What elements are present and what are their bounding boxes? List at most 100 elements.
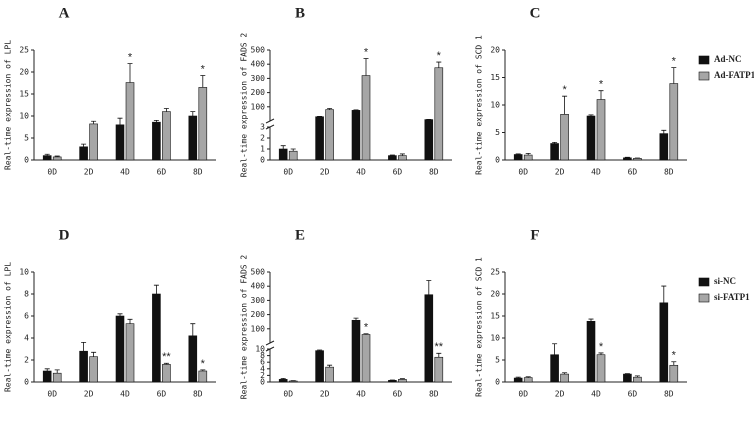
significance-mark: * [437, 50, 442, 62]
error-bar [117, 117, 123, 125]
y-tick-label: 2 [260, 371, 265, 380]
panel: B Real-time expression of FADS 2 0 1 2 3 100 20… [240, 5, 452, 177]
bar [550, 354, 559, 383]
y-tick-label: 5 [495, 128, 500, 137]
bar [424, 119, 434, 161]
bar [523, 377, 533, 383]
error-bar [190, 323, 196, 336]
y-tick-label: 10 [255, 345, 265, 354]
x-tick-label: 4D [356, 390, 366, 399]
error-bar [327, 364, 333, 368]
error-bar [515, 376, 521, 379]
bar [550, 143, 559, 161]
x-tick-label: 8D [429, 390, 439, 399]
bar [325, 109, 334, 161]
error-bar [163, 362, 169, 365]
error-bar [525, 153, 531, 156]
y-tick-label: 8 [260, 351, 265, 360]
x-tick-label: 2D [555, 168, 565, 177]
bar [388, 380, 397, 383]
bar [623, 157, 632, 161]
bar [125, 323, 135, 383]
error-bar [562, 372, 568, 375]
bar [162, 364, 171, 383]
error-bar [280, 377, 286, 380]
error-bar [399, 153, 405, 156]
error-bar [200, 369, 206, 371]
y-tick-label: 4 [24, 334, 29, 343]
bar [623, 373, 632, 383]
y-tick-label: 15 [490, 312, 500, 321]
bar [325, 366, 334, 383]
x-tick-label: 2D [84, 168, 94, 177]
y-axis-label: Real-time expression of SCD 1 [475, 257, 484, 397]
significance-mark: ** [435, 341, 444, 353]
x-tick-label: 6D [628, 390, 638, 399]
y-tick-label: 25 [490, 268, 500, 277]
panel: D Real-time expression of LPL 0 2 4 6 8 10 0D 2D 4… [4, 227, 216, 399]
y-tick-label: 0 [24, 156, 29, 165]
error-bar [54, 155, 60, 157]
bar [315, 116, 324, 161]
y-tick-label: 2 [24, 356, 29, 365]
error-bar [353, 317, 359, 321]
x-tick-label: 6D [393, 168, 403, 177]
panel: A Real-time expression of LPL 0 5 10 15 20 25 0D… [4, 5, 216, 177]
bar [42, 370, 52, 383]
error-bar [54, 369, 60, 374]
error-bar [81, 342, 87, 352]
error-bar [598, 90, 604, 100]
legend-swatch [698, 293, 710, 303]
x-tick-label: 0D [283, 390, 293, 399]
bar [513, 154, 523, 161]
significance-mark: * [201, 63, 206, 75]
y-tick-label: 20 [490, 46, 500, 55]
significance-mark: * [599, 79, 604, 91]
y-tick-label: 200 [251, 88, 266, 97]
legend-label: Ad-FATP1 [714, 70, 754, 80]
bar [513, 377, 523, 383]
y-tick-label: 100 [251, 102, 266, 111]
bar [434, 356, 444, 383]
panel-title: E [295, 227, 305, 243]
legend-label: si-FATP1 [714, 292, 750, 302]
error-bar [91, 120, 97, 124]
error-bar [436, 352, 442, 358]
bar [162, 111, 171, 161]
x-tick-label: 6D [157, 390, 167, 399]
x-tick-label: 2D [555, 390, 565, 399]
error-bar [200, 75, 206, 88]
y-tick-label: 100 [251, 324, 266, 333]
x-tick-label: 0D [47, 390, 57, 399]
bar [586, 320, 596, 383]
bar [198, 370, 208, 383]
x-tick-label: 6D [393, 390, 403, 399]
error-bar [525, 376, 531, 378]
significance-mark: * [562, 84, 567, 96]
error-bar [290, 148, 296, 152]
legend-swatch [698, 71, 710, 81]
bar [424, 294, 434, 383]
bar [398, 155, 407, 161]
bar [115, 124, 125, 161]
bar [351, 110, 361, 161]
y-tick-label: 400 [251, 282, 266, 291]
y-tick-label: 6 [260, 358, 265, 367]
bar [278, 148, 288, 161]
error-bar [81, 143, 87, 147]
error-bar [552, 343, 558, 355]
bar [560, 373, 569, 383]
bar [596, 354, 606, 383]
error-bar [671, 67, 677, 84]
bar [669, 83, 679, 161]
y-tick-label: 300 [251, 296, 266, 305]
y-tick-label: 5 [24, 134, 29, 143]
error-bar [552, 142, 558, 144]
error-bar [661, 129, 667, 134]
error-bar [127, 318, 133, 324]
x-tick-label: 8D [429, 168, 439, 177]
y-tick-label: 5 [495, 356, 500, 365]
x-tick-label: 4D [120, 168, 130, 177]
